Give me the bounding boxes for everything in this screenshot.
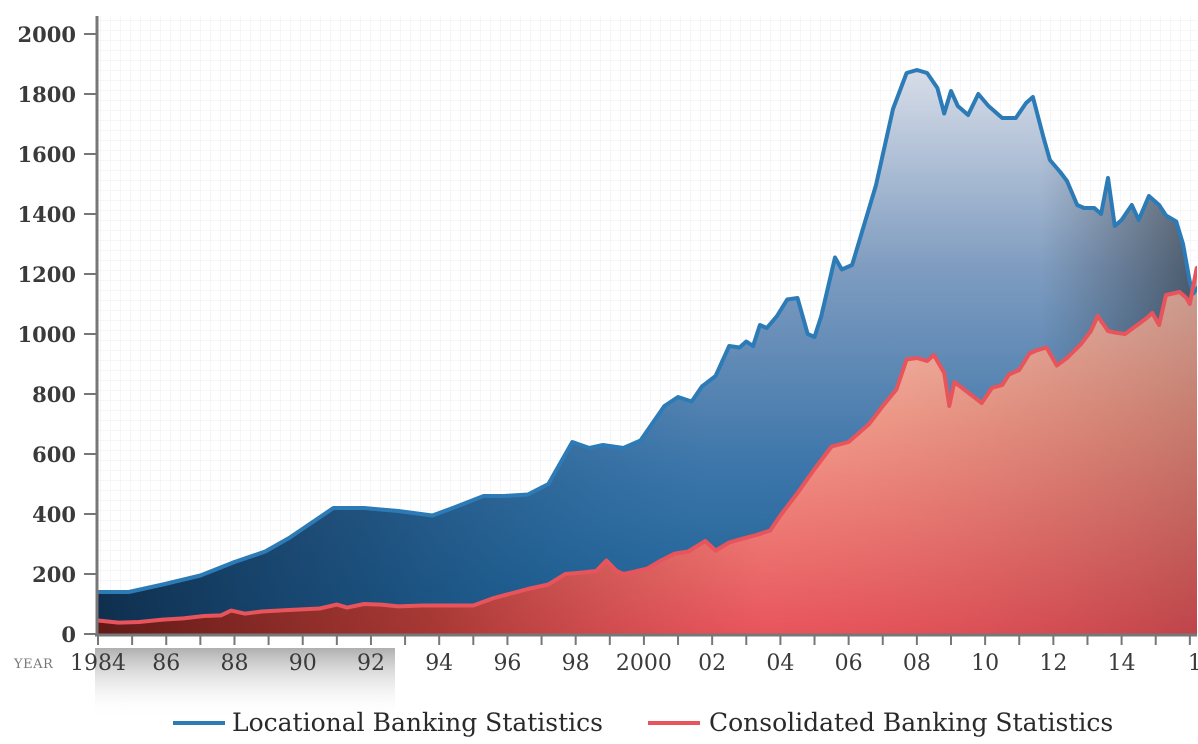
x-tick-label: 16 xyxy=(1188,651,1198,676)
y-axis: 0 200 400 600 800 1000 1200 1400 1600 1800 2000 xyxy=(18,22,97,647)
legend-label-consolidated: Consolidated Banking Statistics xyxy=(709,708,1113,737)
y-tick-label: 400 xyxy=(32,502,76,527)
x-tick-label: 96 xyxy=(493,651,521,676)
y-tick-label: 0 xyxy=(61,622,76,647)
series-line-locational xyxy=(98,68,1197,594)
y-tick-label: 600 xyxy=(32,442,76,467)
x-tick-label: 08 xyxy=(903,651,931,676)
y-tick-label: 1800 xyxy=(18,82,76,107)
series-lines xyxy=(98,68,1197,625)
legend: Locational Banking Statistics Consolidat… xyxy=(173,708,1113,737)
x-tick-label: 12 xyxy=(1039,651,1067,676)
x-tick-label: 1984 xyxy=(70,651,126,676)
area-consolidated-shade xyxy=(98,267,1197,634)
x-tick-label: 94 xyxy=(425,651,453,676)
x-tick-label: 2000 xyxy=(616,651,672,676)
y-tick-label: 1400 xyxy=(18,202,76,227)
y-tick-label: 200 xyxy=(32,562,76,587)
x-tick-label: 02 xyxy=(698,651,726,676)
series-line-consolidated xyxy=(98,265,1197,625)
legend-label-locational: Locational Banking Statistics xyxy=(232,708,603,737)
y-tick-label: 1600 xyxy=(18,142,76,167)
x-tick-label: 06 xyxy=(835,651,863,676)
x-axis-label: YEAR xyxy=(13,657,54,672)
x-tick-label: 92 xyxy=(357,651,385,676)
x-tick-label: 04 xyxy=(766,651,794,676)
y-tick-label: 2000 xyxy=(18,22,76,47)
y-tick-label: 1000 xyxy=(18,322,76,347)
x-tick-label: 98 xyxy=(562,651,590,676)
x-tick-label: 86 xyxy=(152,651,180,676)
x-tick-label: 88 xyxy=(220,651,248,676)
y-tick-label: 800 xyxy=(32,382,76,407)
x-axis: YEAR 1984 86 88 90 92 94 96 98 2000 02 04 06 08 10 12 1… xyxy=(13,635,1198,676)
x-tick-label: 10 xyxy=(971,651,999,676)
x-tick-label: 90 xyxy=(289,651,317,676)
areas xyxy=(98,70,1197,634)
y-tick-label: 1200 xyxy=(18,262,76,287)
x-tick-label: 14 xyxy=(1108,651,1136,676)
axis-shadow xyxy=(95,648,395,718)
